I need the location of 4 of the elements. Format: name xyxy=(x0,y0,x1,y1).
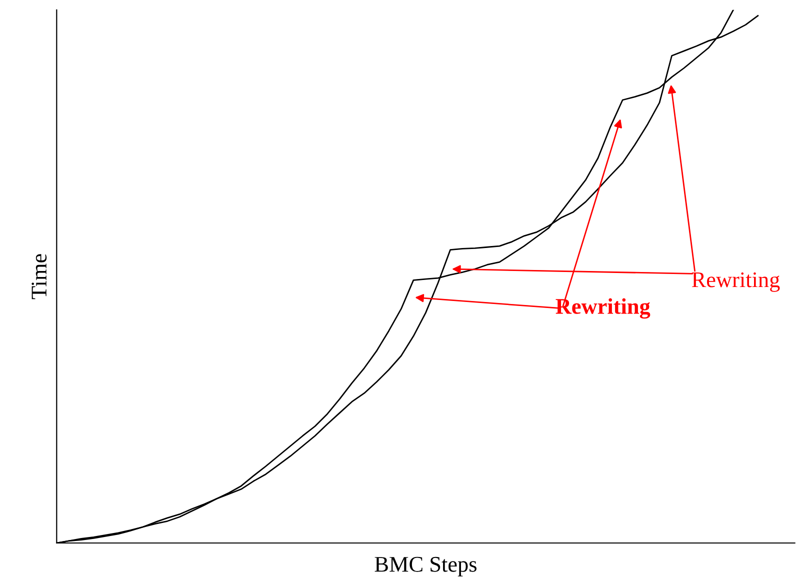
annotation: Rewriting xyxy=(692,272,780,292)
y-axis-title: Time xyxy=(32,254,47,300)
annotation: Rewriting xyxy=(556,298,650,319)
x-axis-title: BMC Steps xyxy=(374,556,476,576)
